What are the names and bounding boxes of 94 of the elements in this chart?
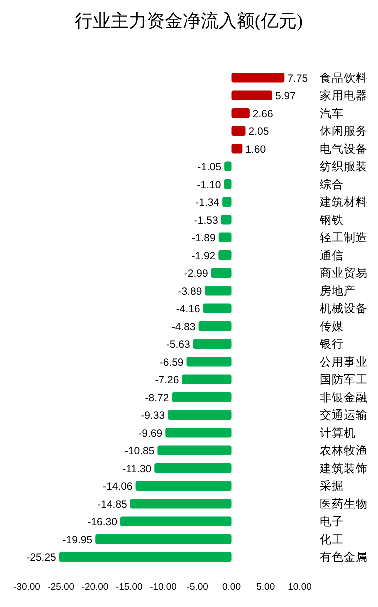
data-label: 2.05 xyxy=(248,126,270,138)
y-tick-label: 家用电器 xyxy=(320,88,368,103)
bar xyxy=(203,304,232,314)
x-tick-label: -5.00 xyxy=(186,582,208,593)
bar xyxy=(186,356,232,367)
y-tick-label: 纺织服装 xyxy=(320,160,368,174)
y-tick-label: 机械设备 xyxy=(320,302,368,316)
bar xyxy=(193,339,232,350)
data-label: -19.95 xyxy=(62,534,93,546)
bar xyxy=(232,144,243,154)
y-tick-label: 农林牧渔 xyxy=(320,444,368,458)
data-label: 2.66 xyxy=(252,108,274,120)
data-label: -1.10 xyxy=(197,179,222,192)
bar xyxy=(120,516,232,527)
bar xyxy=(224,162,232,172)
y-tick-label: 公用事业 xyxy=(320,356,368,369)
y-tick-label: 通信 xyxy=(320,249,344,262)
bar xyxy=(130,498,232,509)
y-tick-label: 食品饮料 xyxy=(320,72,368,85)
y-tick-label: 交通运输 xyxy=(320,408,368,422)
y-tick-label: 计算机 xyxy=(320,426,356,440)
data-label: -7.26 xyxy=(155,374,180,387)
bar xyxy=(232,72,285,83)
bar xyxy=(205,286,232,296)
bar xyxy=(218,250,232,260)
data-label: -8.72 xyxy=(145,392,170,404)
bar xyxy=(168,410,232,420)
x-tick-label: -25.00 xyxy=(48,582,75,593)
y-tick-label: 电气设备 xyxy=(320,142,368,156)
x-tick-label: -20.00 xyxy=(82,582,109,593)
y-tick-label: 有色金属 xyxy=(320,551,368,564)
bar xyxy=(232,108,250,118)
y-tick-label: 钢铁 xyxy=(319,214,344,227)
y-tick-label: 商业贸易 xyxy=(320,266,368,280)
data-label: -16.30 xyxy=(88,516,118,529)
data-label: 7.75 xyxy=(288,72,308,85)
x-tick-label: -30.00 xyxy=(14,582,40,593)
x-tick-label: -10.00 xyxy=(150,582,177,593)
data-label: -3.89 xyxy=(178,286,202,298)
x-tick-label: -15.00 xyxy=(116,582,143,593)
x-tick-label: 5.00 xyxy=(256,582,276,593)
bar xyxy=(224,179,232,190)
y-tick-label: 房地产 xyxy=(320,284,356,298)
data-label: -1.05 xyxy=(198,162,222,174)
y-tick-label: 轻工制造 xyxy=(320,232,368,245)
y-tick-label: 国防军工 xyxy=(320,374,368,387)
bar xyxy=(211,268,232,278)
data-label: -5.63 xyxy=(166,339,190,352)
bar xyxy=(172,392,232,402)
y-tick-label: 传媒 xyxy=(320,320,344,334)
bar xyxy=(59,552,232,562)
data-label: -4.16 xyxy=(176,304,201,316)
y-tick-label: 非银金融 xyxy=(320,391,368,404)
bar xyxy=(182,374,232,385)
y-tick-label: 电子 xyxy=(320,516,344,529)
bar xyxy=(232,90,272,101)
y-tick-label: 汽车 xyxy=(320,106,344,120)
data-label: -1.53 xyxy=(194,214,218,227)
data-label: -1.89 xyxy=(192,232,216,245)
x-tick-label: 0.00 xyxy=(222,582,241,593)
bar xyxy=(136,481,232,492)
bar xyxy=(218,232,232,243)
data-label: -9.33 xyxy=(141,410,166,422)
x-tick-label: 10.00 xyxy=(288,582,312,593)
data-label: -9.69 xyxy=(138,428,163,440)
data-label: -1.34 xyxy=(196,197,220,210)
data-label: -10.85 xyxy=(124,446,155,458)
bar xyxy=(158,446,232,456)
chart-title: 行业主力资金净流入额(亿元) xyxy=(75,11,303,31)
data-label: -4.83 xyxy=(172,321,196,334)
y-tick-label: 银行 xyxy=(319,338,344,352)
bar xyxy=(154,463,232,474)
y-tick-label: 化工 xyxy=(320,533,344,546)
y-tick-label: 建筑装饰 xyxy=(319,462,368,476)
data-label: -25.25 xyxy=(26,552,57,564)
y-tick-label: 休闲服务 xyxy=(320,125,368,138)
bar xyxy=(222,197,232,208)
data-label: -2.99 xyxy=(184,268,208,280)
data-label: -11.30 xyxy=(122,463,152,476)
data-label: -14.85 xyxy=(98,498,128,511)
bar xyxy=(221,214,232,225)
data-label: 5.97 xyxy=(275,90,296,103)
data-label: 1.60 xyxy=(246,144,266,156)
y-tick-label: 采掘 xyxy=(320,480,344,494)
data-label: -14.06 xyxy=(103,481,133,494)
y-tick-label: 建筑材料 xyxy=(319,196,368,210)
y-tick-label: 医药生物 xyxy=(320,498,368,511)
y-tick-label: 综合 xyxy=(320,177,344,192)
bar xyxy=(166,428,232,438)
bar xyxy=(96,534,232,544)
data-label: -1.92 xyxy=(192,250,216,262)
bar xyxy=(232,126,246,136)
bar xyxy=(198,321,232,332)
data-label: -6.59 xyxy=(160,356,184,369)
